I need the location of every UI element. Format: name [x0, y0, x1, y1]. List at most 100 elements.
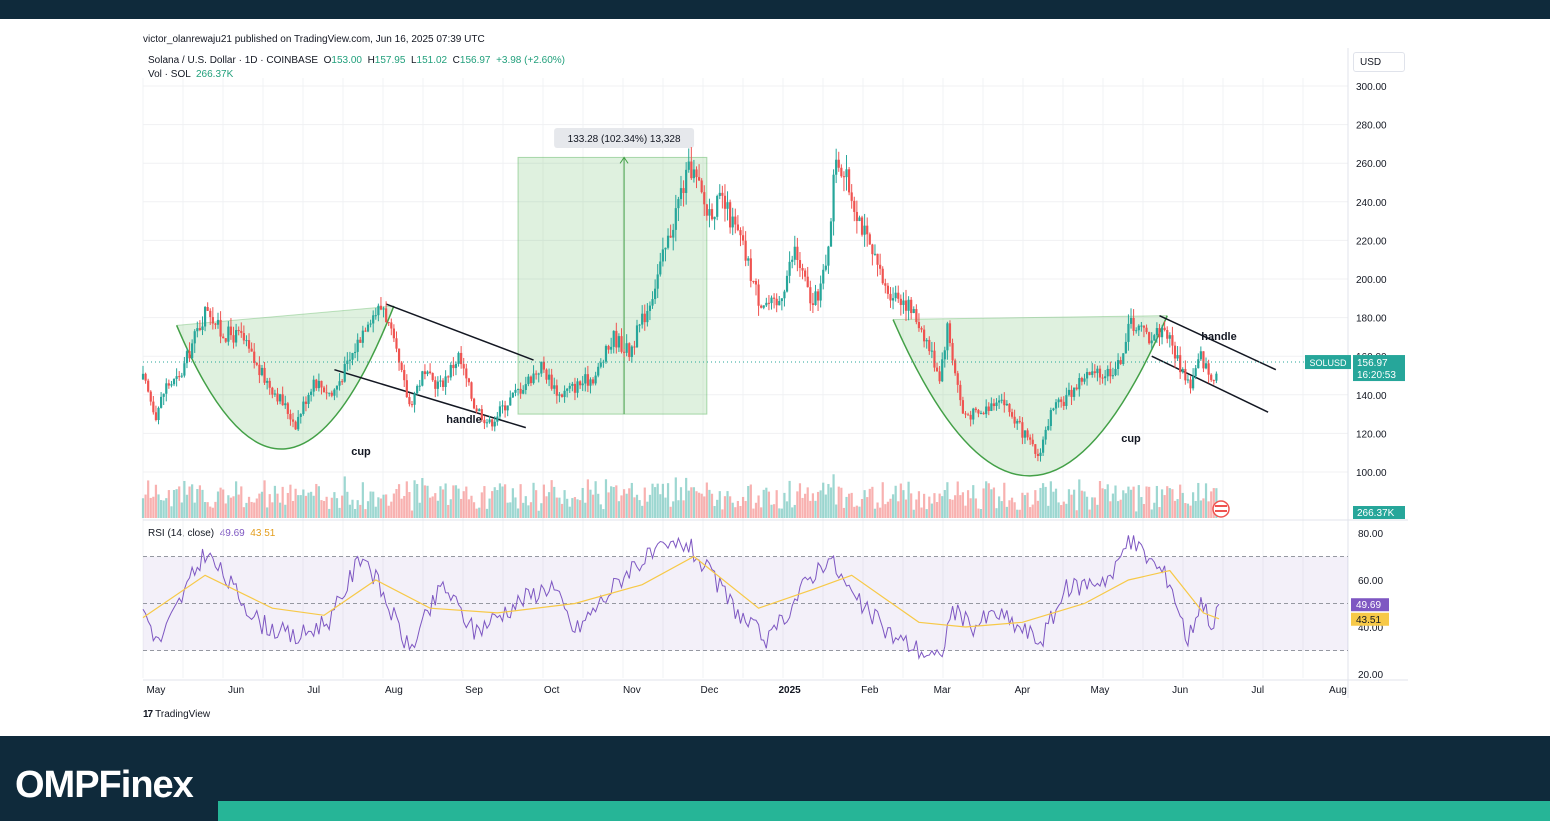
brand-footer: OMPFinex: [0, 736, 1550, 821]
volume-bar: [191, 484, 194, 518]
candle-body: [1000, 399, 1003, 401]
cup-right-rim: [893, 315, 1168, 321]
candle-body: [1140, 325, 1143, 327]
candle-body: [1029, 437, 1032, 440]
volume-bar: [1000, 501, 1003, 518]
volume-bar: [672, 501, 675, 518]
candle-body: [385, 308, 388, 323]
high-value: 157.95: [374, 55, 406, 66]
volume-bar: [568, 506, 571, 518]
rsi-label[interactable]: RSI (14, close): [148, 528, 215, 539]
candle-body: [227, 326, 230, 342]
volume-bar: [977, 508, 980, 518]
candle-body: [475, 408, 478, 412]
volume-bar: [780, 508, 783, 518]
volume-bar: [1122, 490, 1125, 518]
candle-body: [183, 363, 186, 376]
cup-left-arc: [175, 305, 395, 450]
candle-body: [1067, 389, 1071, 396]
volume-bar: [581, 487, 584, 518]
volume-bar: [1057, 502, 1060, 518]
volume-bar: [341, 495, 344, 518]
volume-bar: [509, 502, 512, 518]
volume-bar: [547, 492, 551, 518]
time-tick-label: Apr: [1015, 685, 1031, 696]
candle-body: [203, 307, 207, 327]
volume-bar: [558, 497, 561, 518]
volume-bar: [829, 487, 833, 518]
volume-bar: [149, 497, 152, 518]
candle-body: [524, 384, 527, 390]
candle-body: [589, 379, 592, 386]
candle-body: [669, 235, 672, 238]
volume-bar: [278, 502, 282, 518]
candle-body: [884, 283, 887, 286]
volume-bar: [563, 490, 566, 518]
tradingview-logo[interactable]: 17 TradingView: [143, 709, 210, 720]
volume-bar: [930, 503, 933, 518]
candle-body: [416, 386, 419, 394]
volume-bar: [723, 496, 727, 518]
candle-body: [258, 364, 261, 376]
candle-body: [718, 192, 721, 197]
candle-body: [848, 169, 851, 193]
candle-body: [979, 412, 983, 414]
candle-body: [754, 281, 758, 285]
volume-bar: [335, 498, 339, 518]
candle-body: [1010, 412, 1014, 417]
currency-button[interactable]: USD: [1353, 52, 1405, 72]
candle-body: [886, 285, 889, 294]
volume-bar: [1023, 495, 1027, 518]
volume-bar: [635, 494, 639, 518]
candle-body: [713, 216, 716, 220]
volume-bar: [669, 506, 672, 518]
volume-bar: [524, 496, 527, 518]
volume-bar: [956, 481, 959, 518]
volume-bar: [266, 507, 269, 518]
candle-body: [472, 398, 476, 409]
candle-body: [739, 230, 742, 236]
volume-bar: [403, 495, 406, 518]
candle-body: [736, 224, 739, 231]
candle-body: [237, 330, 240, 332]
volume-bar: [832, 474, 835, 518]
candle-body: [341, 381, 344, 383]
volume-bar: [767, 491, 771, 518]
candle-body: [224, 338, 227, 342]
candle-body: [1021, 422, 1024, 438]
candle-body: [920, 328, 923, 330]
volume-bar: [457, 488, 460, 518]
volume-bar: [209, 506, 212, 518]
candle-body: [622, 351, 626, 353]
candle-body: [1166, 330, 1169, 339]
candle-body: [152, 401, 155, 413]
volume-bar: [1098, 481, 1102, 518]
volume-bar: [959, 495, 962, 518]
candle-body: [780, 298, 783, 302]
volume-bar: [573, 497, 577, 518]
ompfinex-logo[interactable]: OMPFinex: [15, 764, 194, 806]
candle-body: [328, 392, 331, 394]
candle-body: [837, 159, 840, 168]
candle-body: [511, 392, 514, 398]
rsi-tick-label: 80.00: [1358, 529, 1383, 540]
price-tick-label: 180.00: [1356, 314, 1387, 325]
volume-label[interactable]: Vol · SOL: [148, 69, 191, 80]
volume-bar: [1052, 491, 1055, 518]
volume-bar: [286, 492, 289, 518]
volume-bar: [1041, 483, 1045, 518]
volume-bar: [395, 489, 398, 518]
volume-bar: [966, 490, 970, 518]
candle-body: [206, 307, 209, 311]
volume-bar: [666, 483, 670, 518]
candle-body: [302, 401, 305, 414]
candle-body: [723, 195, 727, 209]
volume-bar: [586, 479, 589, 518]
candle-body: [824, 265, 827, 270]
tradingview-label: TradingView: [155, 709, 211, 720]
symbol-title[interactable]: Solana / U.S. Dollar · 1D · COINBASE: [148, 55, 319, 66]
candle-body: [1197, 359, 1200, 369]
candle-body: [1057, 399, 1060, 403]
volume-bar: [757, 495, 760, 518]
